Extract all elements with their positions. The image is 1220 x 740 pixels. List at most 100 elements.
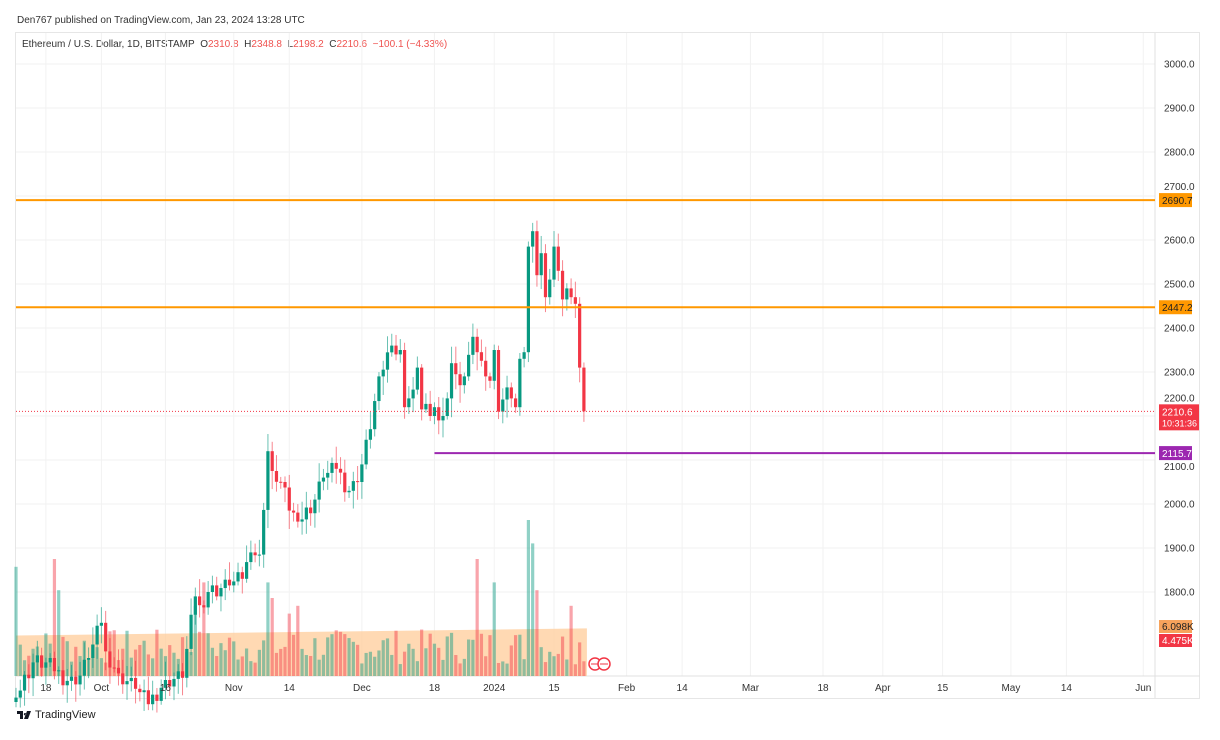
time-tick-label: 14 xyxy=(284,683,296,694)
candle-body xyxy=(539,253,543,276)
volume-bar xyxy=(582,661,586,676)
volume-bar xyxy=(52,559,57,676)
candle-body xyxy=(257,554,261,556)
candle-body xyxy=(274,471,279,482)
candle-body xyxy=(65,680,69,686)
candle-body xyxy=(475,336,479,353)
volume-bar xyxy=(518,634,522,676)
volume-bar xyxy=(526,520,530,676)
volume-last-label: 4.475K xyxy=(1162,636,1194,647)
candle-body xyxy=(343,472,347,493)
volume-bar xyxy=(501,661,505,676)
volume-bar xyxy=(283,646,287,676)
candle-body xyxy=(223,579,227,589)
volume-ma-label: 6.098K xyxy=(1162,622,1194,633)
time-tick-label: May xyxy=(1001,683,1020,694)
tradingview-logo[interactable]: TradingView xyxy=(17,709,96,721)
volume-bar xyxy=(321,654,326,676)
h-label: H xyxy=(244,39,252,50)
volume-bar xyxy=(377,650,381,676)
candle-body xyxy=(198,596,202,606)
candle-body xyxy=(560,270,565,300)
volume-bar xyxy=(364,652,368,676)
candle-body xyxy=(159,687,163,701)
volume-bar xyxy=(356,644,360,676)
candle-body xyxy=(146,690,150,705)
candle-body xyxy=(428,403,432,416)
candle-body xyxy=(368,429,373,440)
candle-body xyxy=(364,439,368,465)
candle-body xyxy=(296,512,300,522)
candle-body xyxy=(138,688,142,693)
candle-body xyxy=(381,369,385,377)
volume-bar xyxy=(407,643,411,676)
level-price-label: 2115.7 xyxy=(1162,449,1192,460)
price-tick-label: 2700.0 xyxy=(1164,182,1195,193)
volume-bar xyxy=(488,635,492,676)
candle-body xyxy=(441,416,445,421)
volume-bar xyxy=(180,637,185,676)
candle-body xyxy=(313,499,317,514)
tv-logo-icon xyxy=(17,710,31,719)
volume-bar xyxy=(74,646,78,676)
candle-body xyxy=(513,398,518,408)
candle-body xyxy=(518,358,522,408)
candle-body xyxy=(356,481,360,483)
price-tick-label: 2500.0 xyxy=(1164,280,1195,291)
volume-bar xyxy=(146,654,150,676)
candle-body xyxy=(437,407,441,421)
candle-body xyxy=(496,350,501,412)
time-tick-label: 18 xyxy=(429,683,441,694)
volume-bar xyxy=(347,638,351,676)
volume-bar xyxy=(330,634,334,676)
volume-bar xyxy=(138,644,142,676)
volume-bar xyxy=(287,613,291,676)
volume-bar xyxy=(155,629,159,676)
candle-body xyxy=(509,387,513,399)
candle-body xyxy=(129,677,133,682)
candle-body xyxy=(210,585,215,592)
candle-body xyxy=(91,644,95,658)
candle-body xyxy=(262,509,266,555)
volume-bar xyxy=(189,652,193,676)
chart-frame[interactable] xyxy=(15,32,1200,699)
time-tick-label: 16 xyxy=(160,683,172,694)
volume-bar xyxy=(223,650,227,676)
volume-bar xyxy=(240,656,244,676)
candle-body xyxy=(471,336,475,355)
candle-body xyxy=(454,363,458,375)
volume-bar xyxy=(578,642,582,676)
candle-body xyxy=(40,655,44,668)
last-price-tag xyxy=(1159,404,1199,431)
candle-body xyxy=(125,681,129,685)
candle-body xyxy=(543,253,548,298)
last-price-label: 2210.6 xyxy=(1162,407,1193,418)
candle-body xyxy=(321,477,326,482)
price-tick-label: 3000.0 xyxy=(1164,60,1195,71)
volume-bar xyxy=(14,566,18,676)
candle-body xyxy=(82,659,86,676)
volume-bar xyxy=(232,641,236,676)
candle-body xyxy=(57,670,61,672)
time-tick-label: 14 xyxy=(677,683,689,694)
volume-bar xyxy=(360,663,364,676)
candle-body xyxy=(104,622,108,652)
volume-bar xyxy=(556,653,560,676)
volume-bar xyxy=(513,635,518,676)
price-tick-label: 2200.0 xyxy=(1164,393,1195,404)
volume-bar xyxy=(475,559,479,676)
candle-body xyxy=(133,677,138,689)
candle-body xyxy=(48,658,52,663)
time-tick-label: Apr xyxy=(875,683,891,694)
candle-body xyxy=(573,297,577,304)
candle-body xyxy=(279,481,283,483)
candle-body xyxy=(27,674,31,679)
price-tick-label: 2300.0 xyxy=(1164,368,1195,379)
volume-ma-area xyxy=(16,628,587,676)
candle-body xyxy=(253,552,257,556)
candle-body xyxy=(535,231,539,276)
candle-body xyxy=(360,464,364,482)
level-price-label: 2447.2 xyxy=(1162,303,1193,314)
volume-bar xyxy=(565,659,569,676)
